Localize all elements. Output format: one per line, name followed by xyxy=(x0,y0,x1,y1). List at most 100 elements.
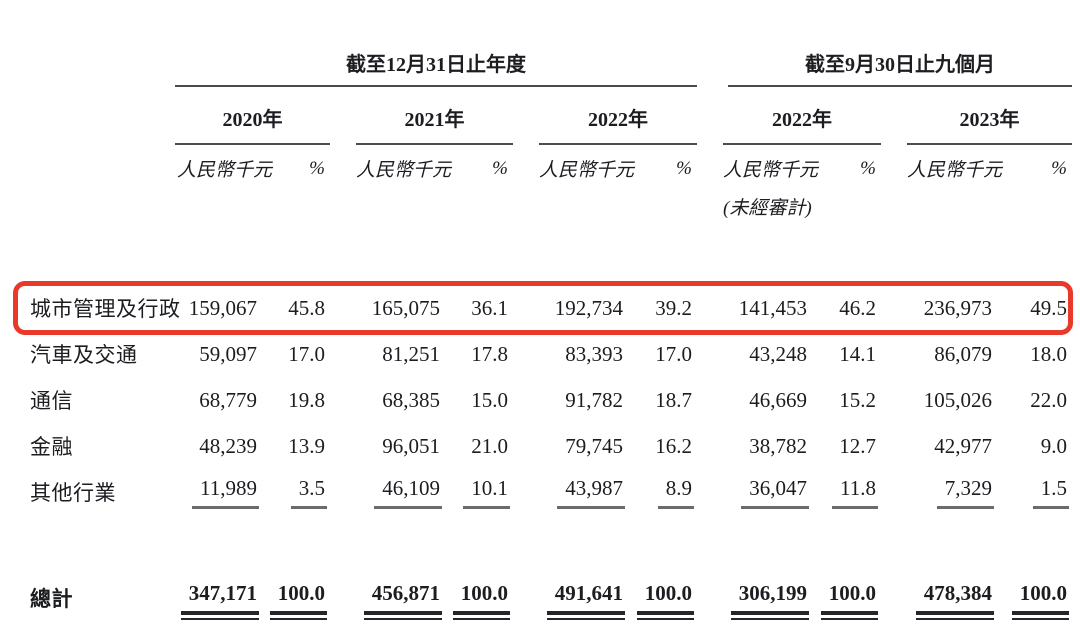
cell: 46,109 xyxy=(330,469,443,515)
row-label: 汽車及交通 xyxy=(30,343,138,367)
cell: 18.0 xyxy=(1030,341,1067,366)
empty-cell xyxy=(28,192,697,237)
cell: 3.5 xyxy=(260,469,330,515)
unaudited-note: (未經審計) xyxy=(723,198,812,219)
cell: 36.1 xyxy=(471,295,508,320)
cell: 159,067 xyxy=(188,295,257,320)
row-label: 其他行業 xyxy=(30,481,116,505)
cell: 13.9 xyxy=(288,433,325,458)
cell: 45.8 xyxy=(288,295,325,320)
empty-cell xyxy=(28,145,175,192)
cell: 192,734 xyxy=(554,295,623,320)
cell: 38,782 xyxy=(749,433,807,458)
unit-label: 人民幣千元 xyxy=(539,160,635,181)
row-label: 金融 xyxy=(30,435,73,459)
cell: 19.8 xyxy=(288,387,325,412)
period-header-nine-months-label: 截至9月30日止九個月 xyxy=(728,48,1072,87)
cell: 43,248 xyxy=(749,341,807,366)
unit-label: 人民幣千元 xyxy=(723,160,819,181)
unit-label: 人民幣千元 xyxy=(907,160,1003,181)
year-header-2020: 2020年 xyxy=(175,87,330,145)
table-row-total: 總計 347,171 100.0 456,871 100.0 491,641 1… xyxy=(28,575,1072,621)
empty-cell xyxy=(810,192,1072,237)
cell: 46.2 xyxy=(839,295,876,320)
total-cell: 347,171 xyxy=(175,575,260,621)
empty-cell xyxy=(28,87,175,145)
cell: 17.0 xyxy=(655,341,692,366)
total-cell: 100.0 xyxy=(443,575,513,621)
unit-label: 人民幣千元 xyxy=(356,160,452,181)
cell: 105,026 xyxy=(923,387,992,412)
cell: 36,047 xyxy=(697,469,810,515)
year-header-2021: 2021年 xyxy=(330,87,513,145)
unit-label: 人民幣千元 xyxy=(177,160,273,181)
cell: 14.1 xyxy=(839,341,876,366)
cell: 17.8 xyxy=(471,341,508,366)
table-row-automotive-transport: 汽車及交通 59,097 17.0 81,251 17.8 83,393 17.… xyxy=(28,331,1072,377)
total-cell: 491,641 xyxy=(513,575,626,621)
cell: 11,989 xyxy=(175,469,260,515)
total-cell: 456,871 xyxy=(330,575,443,621)
cell: 9.0 xyxy=(1040,433,1067,458)
cell: 86,079 xyxy=(934,341,992,366)
year-header-2022: 2022年 xyxy=(513,87,697,145)
table-row-city-management: 城市管理及行政 159,067 45.8 165,075 36.1 192,73… xyxy=(28,285,1072,331)
cell: 15.2 xyxy=(839,387,876,412)
cell: 68,779 xyxy=(199,387,257,412)
period-header-annual: 截至12月31日止年度 xyxy=(175,48,697,87)
empty-cell xyxy=(28,48,175,87)
period-header-row: 截至12月31日止年度 截至9月30日止九個月 xyxy=(28,48,1072,87)
percent-label: % xyxy=(860,157,876,179)
cell: 43,987 xyxy=(513,469,626,515)
spacer-row xyxy=(28,515,1072,575)
row-label: 城市管理及行政 xyxy=(30,297,181,321)
spacer-row xyxy=(28,237,1072,285)
total-cell: 100.0 xyxy=(260,575,330,621)
cell: 1.5 xyxy=(995,469,1072,515)
total-cell: 100.0 xyxy=(995,575,1072,621)
year-header-row: 2020年 2021年 2022年 2022年 2023年 xyxy=(28,87,1072,145)
cell: 7,329 xyxy=(881,469,995,515)
cell: 17.0 xyxy=(288,341,325,366)
unit-header-row: 人民幣千元 % 人民幣千元 % 人民幣千元 % 人民幣千元 % 人民幣千元 % xyxy=(28,145,1072,192)
year-header-2022-nine-months: 2022年 xyxy=(697,87,881,145)
cell: 79,745 xyxy=(565,433,623,458)
period-header-annual-label: 截至12月31日止年度 xyxy=(175,48,697,87)
cell: 141,453 xyxy=(738,295,807,320)
year-header-2023: 2023年 xyxy=(881,87,1072,145)
cell: 91,782 xyxy=(565,387,623,412)
total-label: 總計 xyxy=(30,587,73,611)
cell: 8.9 xyxy=(626,469,697,515)
cell: 12.7 xyxy=(839,433,876,458)
revenue-breakdown-table: 截至12月31日止年度 截至9月30日止九個月 2020年 2021年 2022… xyxy=(28,48,1072,621)
cell: 68,385 xyxy=(382,387,440,412)
cell: 39.2 xyxy=(655,295,692,320)
cell: 49.5 xyxy=(1030,295,1067,320)
percent-label: % xyxy=(676,157,692,179)
table-row-finance: 金融 48,239 13.9 96,051 21.0 79,745 16.2 3… xyxy=(28,423,1072,469)
percent-label: % xyxy=(1051,157,1067,179)
cell: 18.7 xyxy=(655,387,692,412)
total-cell: 100.0 xyxy=(626,575,697,621)
cell: 21.0 xyxy=(471,433,508,458)
total-cell: 100.0 xyxy=(810,575,881,621)
cell: 22.0 xyxy=(1030,387,1067,412)
table-row-other-industries: 其他行業 11,989 3.5 46,109 10.1 43,987 8.9 3… xyxy=(28,469,1072,515)
cell: 165,075 xyxy=(371,295,440,320)
total-cell: 478,384 xyxy=(881,575,995,621)
cell: 10.1 xyxy=(443,469,513,515)
percent-label: % xyxy=(492,157,508,179)
cell: 83,393 xyxy=(565,341,623,366)
cell: 81,251 xyxy=(382,341,440,366)
cell: 42,977 xyxy=(934,433,992,458)
cell: 48,239 xyxy=(199,433,257,458)
percent-label: % xyxy=(309,157,325,179)
unaudited-note-row: (未經審計) xyxy=(28,192,1072,237)
period-header-nine-months: 截至9月30日止九個月 xyxy=(697,48,1072,87)
cell: 96,051 xyxy=(382,433,440,458)
cell: 46,669 xyxy=(749,387,807,412)
cell: 11.8 xyxy=(810,469,881,515)
table-row-communications: 通信 68,779 19.8 68,385 15.0 91,782 18.7 4… xyxy=(28,377,1072,423)
cell: 59,097 xyxy=(199,341,257,366)
